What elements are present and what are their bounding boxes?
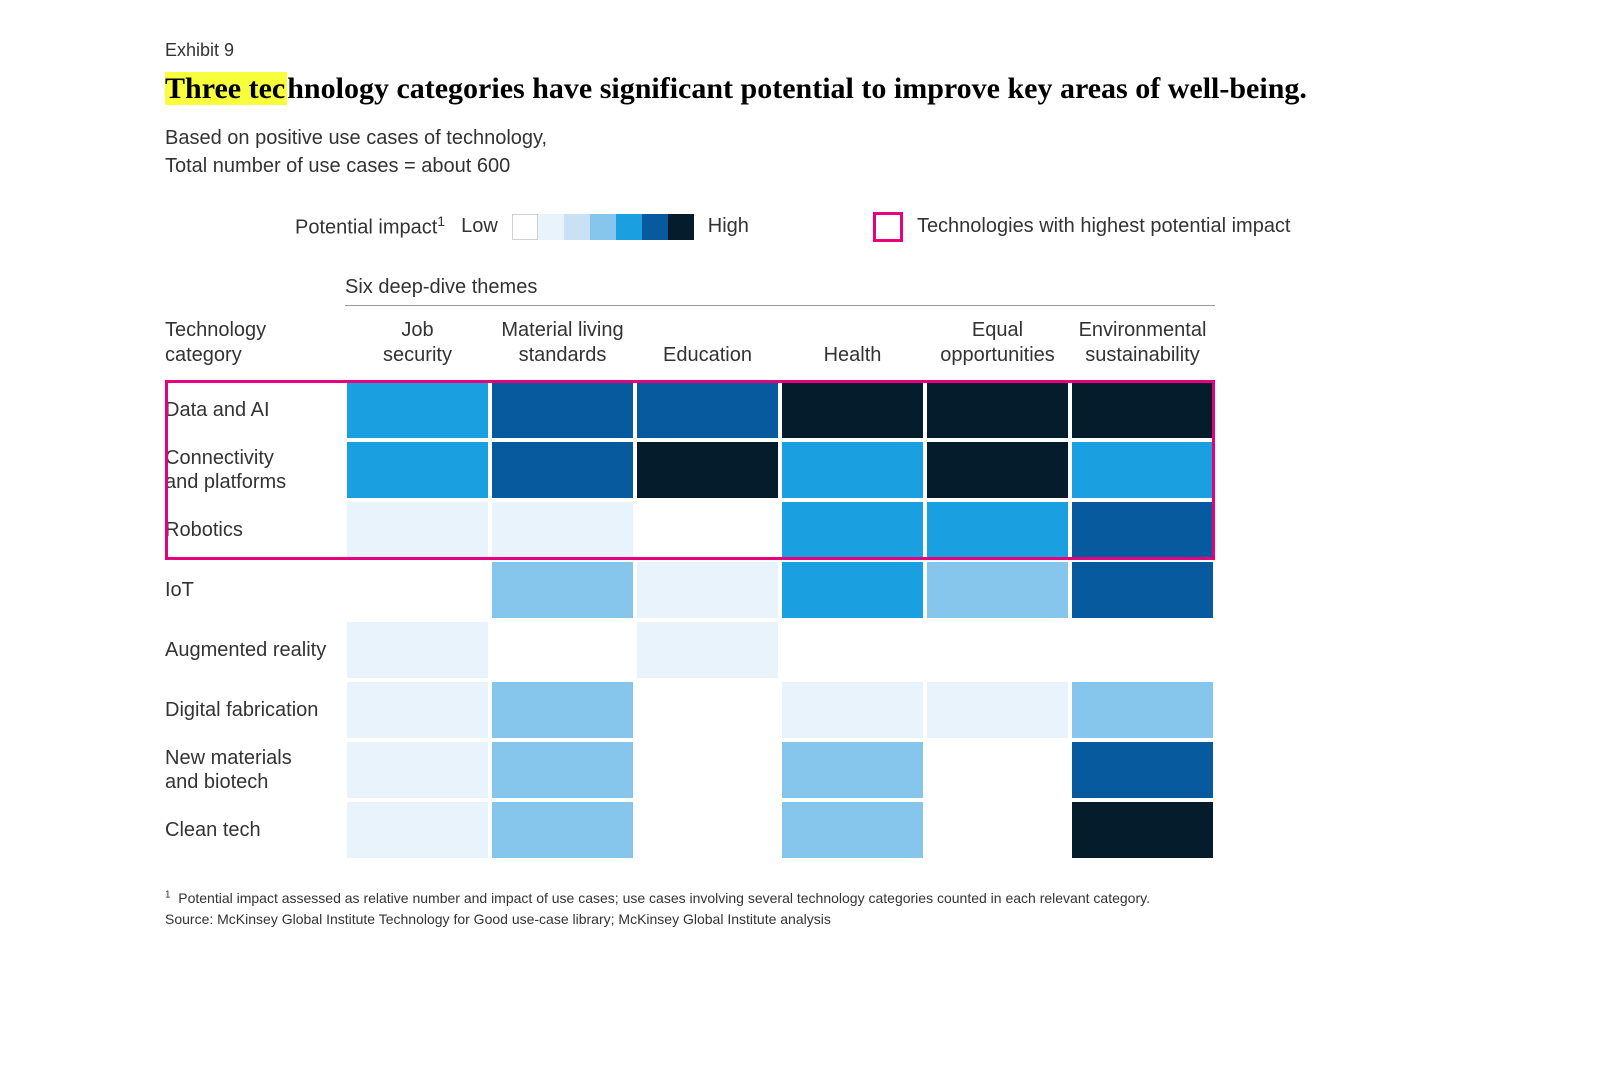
row-label: Data and AI bbox=[165, 380, 345, 440]
heatmap-cell bbox=[490, 500, 635, 560]
heatmap-cell bbox=[490, 740, 635, 800]
legend-swatch bbox=[590, 214, 616, 240]
heatmap-cell bbox=[490, 380, 635, 440]
legend-high: High bbox=[708, 215, 749, 238]
heatmap-cell bbox=[345, 500, 490, 560]
row-label: Digital fabrication bbox=[165, 680, 345, 740]
heatmap-cell bbox=[635, 560, 780, 620]
subtitle-line1: Based on positive use cases of technolog… bbox=[165, 127, 547, 149]
heatmap-cell bbox=[925, 620, 1070, 680]
heatmap-cell bbox=[635, 680, 780, 740]
row-label: Clean tech bbox=[165, 800, 345, 860]
legend-swatch bbox=[616, 214, 642, 240]
legend-swatch bbox=[564, 214, 590, 240]
heatmap-cell bbox=[635, 620, 780, 680]
row-label: Robotics bbox=[165, 500, 345, 560]
row-label: New materialsand biotech bbox=[165, 740, 345, 800]
heatmap-cell bbox=[1070, 380, 1215, 440]
heatmap-cell bbox=[1070, 440, 1215, 500]
heatmap-cell bbox=[345, 680, 490, 740]
column-header: Education bbox=[635, 310, 780, 380]
heatmap-cell bbox=[345, 380, 490, 440]
heatmap-cell bbox=[780, 800, 925, 860]
heatmap-cell bbox=[345, 740, 490, 800]
heatmap: Six deep-dive themesTechnologycategoryJo… bbox=[165, 276, 1435, 860]
legend: Potential impact1 Low High Technologies … bbox=[295, 212, 1435, 242]
heatmap-cell bbox=[1070, 800, 1215, 860]
column-header: Material livingstandards bbox=[490, 310, 635, 380]
heatmap-cell bbox=[780, 500, 925, 560]
rowlabel-header: Technologycategory bbox=[165, 310, 345, 380]
legend-swatch bbox=[538, 214, 564, 240]
heatmap-cell bbox=[490, 620, 635, 680]
heatmap-cell bbox=[345, 620, 490, 680]
heatmap-cell bbox=[490, 680, 635, 740]
row-label: IoT bbox=[165, 560, 345, 620]
legend-swatch bbox=[642, 214, 668, 240]
heatmap-cell bbox=[925, 680, 1070, 740]
column-header: Equalopportunities bbox=[925, 310, 1070, 380]
row-label: Augmented reality bbox=[165, 620, 345, 680]
row-label: Connectivityand platforms bbox=[165, 440, 345, 500]
heatmap-cell bbox=[490, 440, 635, 500]
heatmap-cell bbox=[925, 740, 1070, 800]
heatmap-cell bbox=[925, 380, 1070, 440]
heatmap-cell bbox=[925, 560, 1070, 620]
legend-highlight-swatch bbox=[873, 212, 903, 242]
heatmap-cell bbox=[490, 800, 635, 860]
column-header: Health bbox=[780, 310, 925, 380]
column-header: Environmentalsustainability bbox=[1070, 310, 1215, 380]
page-title: Three technology categories have signifi… bbox=[165, 69, 1435, 110]
heatmap-cell bbox=[780, 440, 925, 500]
heatmap-cell bbox=[1070, 740, 1215, 800]
title-highlight: Three tec bbox=[165, 72, 287, 105]
subtitle-line2: Total number of use cases = about 600 bbox=[165, 155, 510, 177]
heatmap-cell bbox=[635, 740, 780, 800]
heatmap-cell bbox=[1070, 680, 1215, 740]
heatmap-cell bbox=[780, 740, 925, 800]
column-header: Jobsecurity bbox=[345, 310, 490, 380]
heatmap-cell bbox=[1070, 500, 1215, 560]
legend-swatch bbox=[668, 214, 694, 240]
heatmap-cell bbox=[635, 500, 780, 560]
heatmap-cell bbox=[1070, 560, 1215, 620]
heatmap-cell bbox=[635, 800, 780, 860]
heatmap-cell bbox=[925, 500, 1070, 560]
legend-impact-label: Potential impact1 bbox=[295, 213, 445, 240]
heatmap-cell bbox=[635, 380, 780, 440]
legend-scale bbox=[512, 214, 694, 240]
heatmap-cell bbox=[780, 620, 925, 680]
heatmap-cell bbox=[490, 560, 635, 620]
heatmap-cell bbox=[345, 800, 490, 860]
heatmap-cell bbox=[780, 380, 925, 440]
heatmap-cell bbox=[345, 560, 490, 620]
subtitle: Based on positive use cases of technolog… bbox=[165, 124, 1435, 180]
exhibit-label: Exhibit 9 bbox=[165, 40, 1435, 61]
legend-low: Low bbox=[461, 215, 498, 238]
heatmap-cell bbox=[345, 440, 490, 500]
footnote: 1 Potential impact assessed as relative … bbox=[165, 888, 1435, 909]
supercolumn-header: Six deep-dive themes bbox=[345, 276, 1215, 306]
heatmap-cell bbox=[925, 440, 1070, 500]
heatmap-cell bbox=[1070, 620, 1215, 680]
heatmap-cell bbox=[925, 800, 1070, 860]
title-rest: hnology categories have significant pote… bbox=[287, 72, 1307, 105]
heatmap-cell bbox=[635, 440, 780, 500]
heatmap-cell bbox=[780, 680, 925, 740]
legend-swatch bbox=[512, 214, 538, 240]
legend-highlight-label: Technologies with highest potential impa… bbox=[917, 215, 1291, 238]
heatmap-cell bbox=[780, 560, 925, 620]
source: Source: McKinsey Global Institute Techno… bbox=[165, 909, 1435, 930]
